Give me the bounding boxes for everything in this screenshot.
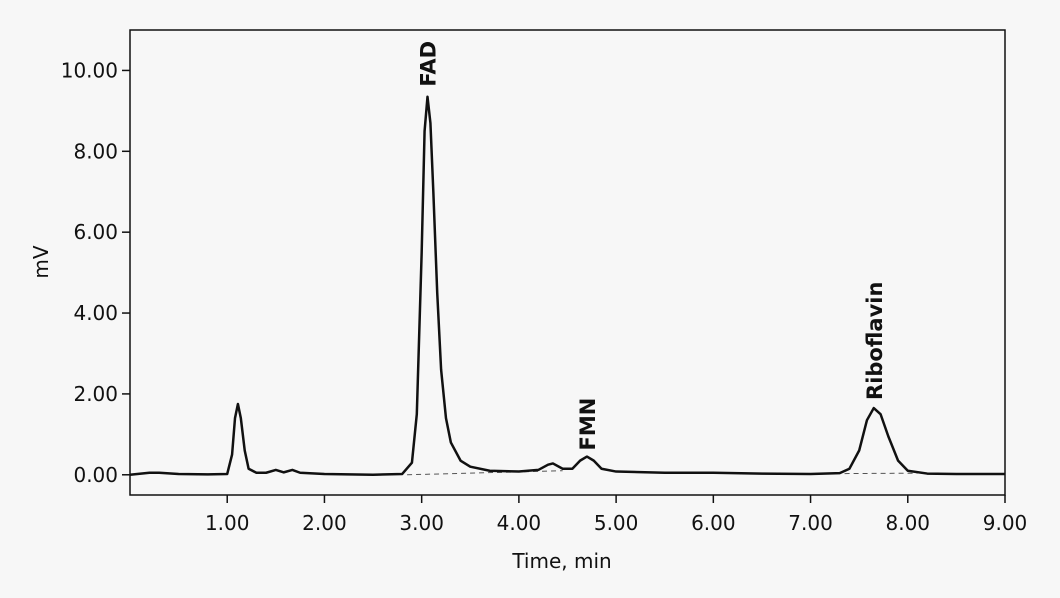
x-tick-label: 8.00 (886, 511, 931, 535)
x-tick-label: 3.00 (399, 511, 444, 535)
peak-label: Riboflavin (863, 282, 887, 400)
x-tick-label: 5.00 (594, 511, 639, 535)
x-tick-label: 1.00 (205, 511, 250, 535)
x-tick-label: 4.00 (497, 511, 542, 535)
plot-frame (130, 30, 1005, 495)
y-tick-label: 2.00 (73, 382, 118, 406)
y-tick-label: 4.00 (73, 301, 118, 325)
y-axis-label: mV (29, 245, 53, 278)
x-axis-label: Time, min (511, 549, 611, 573)
y-tick-label: 10.00 (61, 58, 118, 82)
y-tick-label: 8.00 (73, 139, 118, 163)
x-tick-label: 9.00 (983, 511, 1028, 535)
x-tick-label: 6.00 (691, 511, 736, 535)
baseline (407, 471, 563, 475)
y-tick-label: 0.00 (73, 463, 118, 487)
x-tick-label: 2.00 (302, 511, 347, 535)
x-tick-label: 7.00 (788, 511, 833, 535)
peak-label: FAD (417, 41, 441, 87)
y-tick-label: 6.00 (73, 220, 118, 244)
peak-label: FMN (576, 398, 600, 451)
